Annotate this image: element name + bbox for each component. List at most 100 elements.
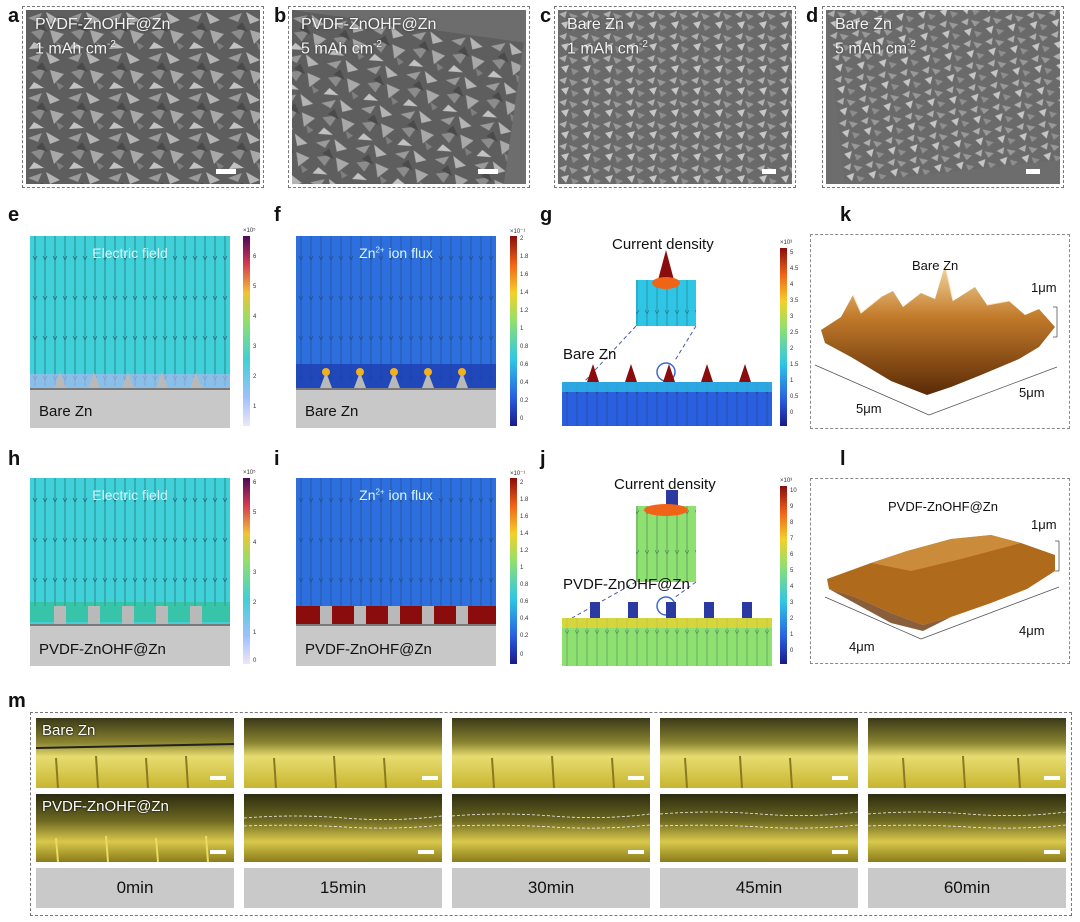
sem-frame-d [822, 6, 1064, 188]
sem-caption-a: PVDF-ZnOHF@Zn 1 mAh cm-2 [35, 15, 170, 59]
simulation-f: Zn2+ ion flux Bare Zn [296, 236, 496, 428]
sem-caption-d: Bare Zn 5 mAh cm-2 [835, 15, 916, 59]
scale-bar [418, 850, 434, 854]
panel-label-g: g [540, 204, 553, 226]
tick: 4 [790, 282, 794, 288]
tick: 0 [790, 410, 794, 416]
sim-f-title: Zn2+ ion flux [296, 245, 496, 261]
panel-label-l: l [840, 448, 846, 470]
scale-bar [422, 776, 438, 780]
colorbar-e [243, 236, 250, 426]
colorbar-i-exp: ×10⁻¹ [510, 471, 526, 477]
tick: 1 [790, 378, 794, 384]
sim-j-title: Current density [614, 476, 716, 493]
tick: 6 [790, 552, 794, 558]
colorbar-j-exp: ×10³ [780, 478, 793, 484]
panel-label-d: d [806, 5, 819, 27]
time-label-45min: 45min [660, 868, 858, 908]
sem-image-d: Bare Zn 5 mAh cm-2 [826, 10, 1060, 184]
tick: 2 [790, 346, 794, 352]
panel-label-m: m [8, 690, 26, 712]
scale-bar [832, 850, 848, 854]
panel-label-k: k [840, 204, 852, 226]
sem-a-line2: 1 mAh cm [35, 40, 108, 58]
optical-frame-m [30, 712, 1072, 916]
sem-image-a: PVDF-ZnOHF@Zn 1 mAh cm-2 [26, 10, 260, 184]
afm-l-x-label: 4μm [849, 639, 875, 654]
optical-pvdf-0min [36, 794, 234, 862]
simulation-g [562, 250, 772, 426]
sim-i-title: Zn2+ ion flux [296, 487, 496, 503]
tick: 3 [790, 600, 794, 606]
afm-l-title: PVDF-ZnOHF@Zn [888, 499, 998, 514]
sim-f-title-sup: 2+ [375, 245, 385, 255]
simulation-j [562, 490, 772, 666]
tick: 4.5 [790, 266, 799, 272]
tick: 2 [520, 236, 524, 242]
optical-bare-30min [452, 718, 650, 788]
sem-c-line1: Bare Zn [567, 16, 624, 33]
tick: 6 [253, 254, 257, 260]
tick: 5 [790, 568, 794, 574]
optical-row-label-pvdf: PVDF-ZnOHF@Zn [42, 798, 169, 815]
sim-i-title-rest: ion flux [384, 487, 433, 503]
tick: 1 [253, 630, 257, 636]
scale-bar [1026, 169, 1040, 174]
substrate-i-label: PVDF-ZnOHF@Zn [305, 641, 432, 658]
tick: 5 [253, 284, 257, 290]
colorbar-f [510, 236, 517, 426]
colorbar-e-ticks: 6 5 4 3 2 1 [253, 254, 267, 414]
tick: 3 [253, 570, 257, 576]
substrate-h [30, 624, 230, 666]
scale-bar [1044, 850, 1060, 854]
tick: 2 [520, 480, 524, 486]
tick: 0 [520, 652, 524, 658]
tick: 2.5 [790, 330, 799, 336]
optical-pvdf-60min [868, 794, 1066, 862]
sem-caption-c: Bare Zn 1 mAh cm-2 [567, 15, 648, 59]
panel-label-i: i [274, 448, 280, 470]
optical-pvdf-15min [244, 794, 442, 862]
afm-k-y-label: 5μm [1019, 385, 1045, 400]
sem-b-line2: 5 mAh cm [301, 40, 374, 58]
tick: 0.6 [520, 362, 529, 368]
time-label-15min: 15min [244, 868, 442, 908]
scale-bar [628, 850, 644, 854]
tick: 9 [790, 504, 794, 510]
afm-frame-k: Bare Zn 1μm 5μm 5μm [810, 234, 1070, 429]
colorbar-i-ticks: 2 1.8 1.6 1.4 1.2 1 0.8 0.6 0.4 0.2 0 [520, 480, 534, 664]
sim-i-title-main: Zn [359, 487, 376, 503]
substrate-e-label: Bare Zn [39, 403, 93, 420]
time-label-0min: 0min [36, 868, 234, 908]
substrate-e [30, 388, 230, 428]
tick: 0.8 [520, 582, 529, 588]
tick: 0 [520, 416, 524, 422]
tick: 1.6 [520, 272, 529, 278]
scale-bar [1044, 776, 1060, 780]
panel-label-c: c [540, 5, 552, 27]
substrate-g-label: Bare Zn [563, 346, 617, 363]
afm-k-z-label: 1μm [1031, 280, 1057, 295]
simulation-h: Electric field PVDF-ZnOHF@Zn [30, 478, 230, 666]
tick: 0.5 [790, 394, 799, 400]
simulation-i: Zn2+ ion flux PVDF-ZnOHF@Zn [296, 478, 496, 666]
tick: 7 [790, 536, 794, 542]
colorbar-e-exp: ×10⁵ [243, 228, 256, 234]
tick: 1.8 [520, 254, 529, 260]
sem-c-sup: -2 [639, 39, 648, 50]
tick: 1.4 [520, 531, 529, 537]
tick: 2 [790, 616, 794, 622]
panel-label-b: b [274, 5, 287, 27]
sem-d-sup: -2 [907, 39, 916, 50]
tick: 3.5 [790, 298, 799, 304]
colorbar-g [780, 248, 787, 426]
colorbar-f-exp: ×10⁻¹ [510, 229, 526, 235]
sem-image-b: PVDF-ZnOHF@Zn 5 mAh cm-2 [292, 10, 526, 184]
tick: 4 [790, 584, 794, 590]
sem-a-line1: PVDF-ZnOHF@Zn [35, 16, 171, 33]
tick: 0.6 [520, 599, 529, 605]
tick: 5 [790, 250, 794, 256]
sim-f-title-main: Zn [359, 245, 376, 261]
optical-bare-15min [244, 718, 442, 788]
tick: 1.6 [520, 514, 529, 520]
